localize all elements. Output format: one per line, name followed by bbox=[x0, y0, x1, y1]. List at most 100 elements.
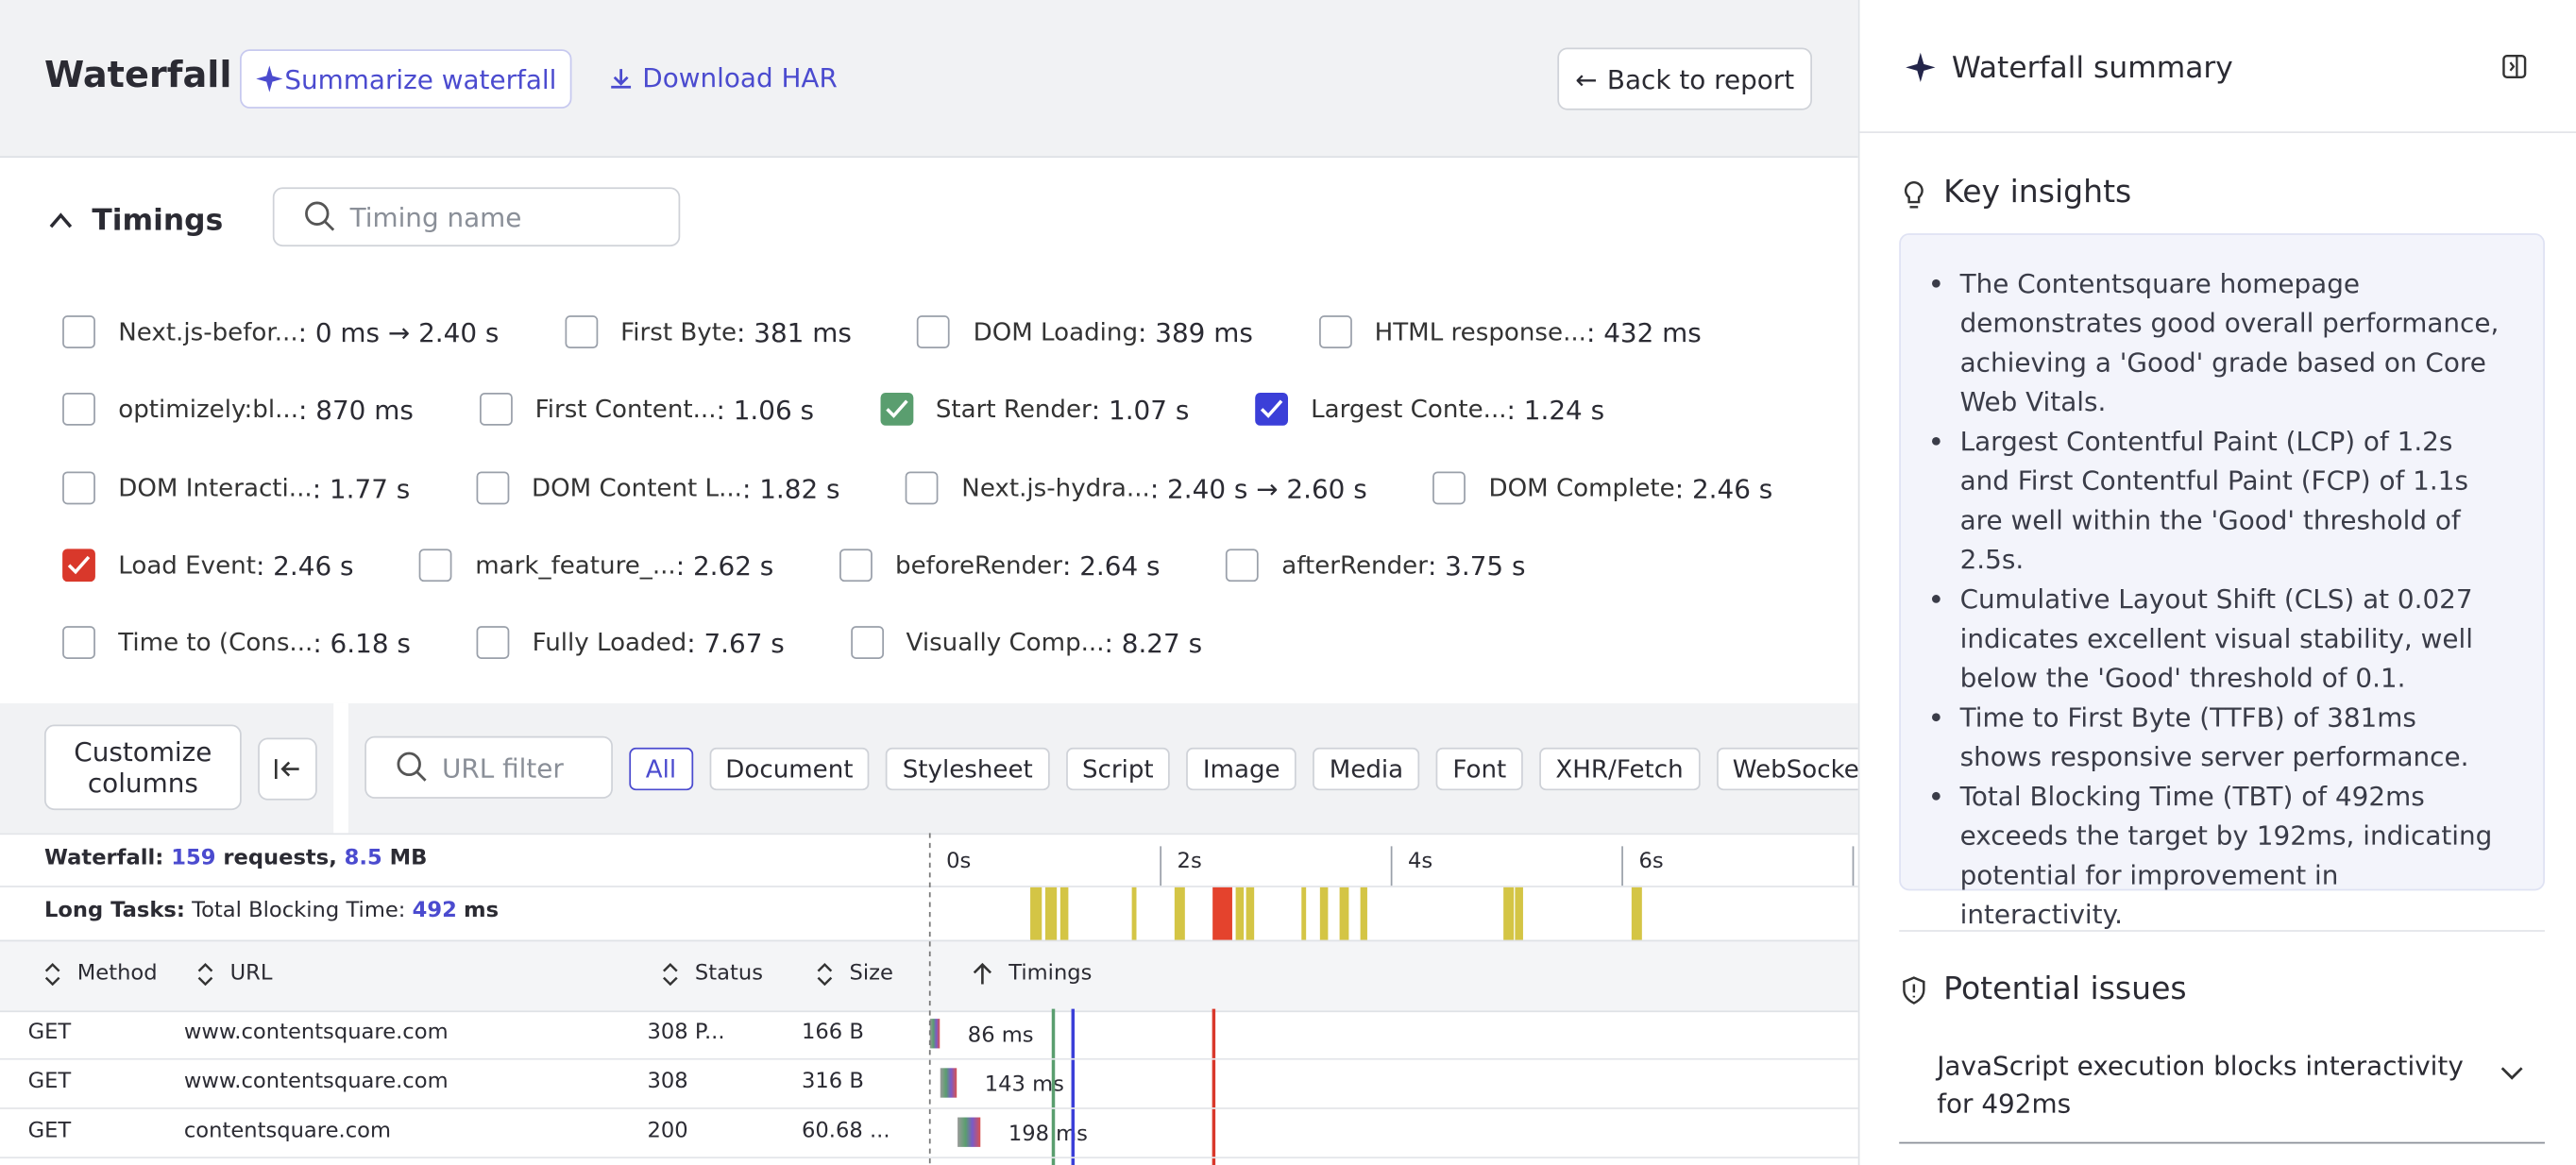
timing-value: : 1.24 s bbox=[1506, 393, 1605, 425]
timing-item: Next.js-hydra...: 2.40 s → 2.60 s bbox=[906, 471, 1367, 505]
cell-url: www.contentsquare.com bbox=[183, 1020, 449, 1045]
checkbox[interactable] bbox=[62, 315, 95, 348]
search-icon bbox=[397, 751, 427, 782]
collapse-columns-button[interactable] bbox=[258, 737, 317, 801]
checkbox[interactable] bbox=[419, 549, 452, 582]
timing-item: Time to (Cons...: 6.18 s bbox=[62, 626, 411, 659]
column-label: Status bbox=[694, 961, 764, 987]
insights-title: Key insights bbox=[1943, 174, 2132, 211]
cell-status: 308 bbox=[647, 1070, 688, 1095]
tbt-value: 492 bbox=[412, 899, 457, 924]
x-tick-label: 6s bbox=[1638, 849, 1663, 873]
insight: Total Blocking Time (TBT) of 492ms excee… bbox=[1960, 777, 2504, 935]
back-button[interactable]: ← Back to report bbox=[1557, 47, 1812, 110]
cell-url: www.contentsquare.com bbox=[183, 1070, 449, 1095]
column-label: URL bbox=[229, 961, 273, 987]
insights-list: The Contentsquare homepage demonstrates … bbox=[1901, 264, 2543, 935]
timing-item: Largest Conte...: 1.24 s bbox=[1254, 392, 1605, 426]
timing-value: : 1.77 s bbox=[312, 472, 411, 504]
long-task bbox=[1360, 886, 1367, 940]
issue-chevron bbox=[2500, 1056, 2523, 1088]
timing-item: HTML response...: 432 ms bbox=[1318, 315, 1702, 348]
checkbox[interactable] bbox=[839, 549, 873, 582]
cell-method: GET bbox=[27, 1020, 72, 1045]
filter-chip[interactable]: XHR/Fetch bbox=[1539, 747, 1701, 791]
timing-search[interactable]: Timing name bbox=[272, 187, 681, 247]
timing-label: DOM Complete bbox=[1488, 473, 1675, 503]
checkbox[interactable] bbox=[475, 471, 509, 505]
timing-value: : 2.64 s bbox=[1061, 549, 1161, 582]
filter-chip[interactable]: Document bbox=[708, 747, 870, 791]
timing-value: : 7.67 s bbox=[686, 627, 785, 659]
checkbox[interactable] bbox=[476, 626, 510, 659]
timing-item: First Content...: 1.06 s bbox=[479, 392, 814, 426]
size-unit: MB bbox=[389, 846, 428, 871]
checkbox[interactable] bbox=[479, 392, 513, 426]
filter-chip[interactable]: Media bbox=[1313, 747, 1420, 791]
checkbox[interactable] bbox=[906, 471, 939, 505]
timing-value: : 2.46 s bbox=[1674, 472, 1773, 504]
cell-method: GET bbox=[27, 1119, 72, 1144]
timing-value: : 870 ms bbox=[298, 393, 414, 425]
timing-item: Load Event: 2.46 s bbox=[62, 549, 354, 582]
row-divider bbox=[0, 1157, 1858, 1159]
timing-item: mark_feature_...: 2.62 s bbox=[419, 549, 773, 582]
timing-label: Start Render bbox=[935, 394, 1092, 425]
timing-value: : 6.18 s bbox=[313, 627, 411, 659]
requests-unit: requests, bbox=[223, 846, 337, 871]
filter-chip[interactable]: All bbox=[629, 747, 693, 791]
filter-chip[interactable]: Script bbox=[1065, 747, 1171, 791]
timing-label: Visually Comp... bbox=[906, 627, 1105, 658]
close-panel-icon[interactable] bbox=[2502, 54, 2527, 79]
timings-title: Timings bbox=[92, 203, 224, 239]
timing-value: : 2.62 s bbox=[675, 549, 774, 582]
column-header[interactable]: Size bbox=[817, 961, 893, 986]
timing-row: Next.js-befor...: 0 ms → 2.40 s First Byt… bbox=[62, 315, 1702, 348]
checkbox[interactable] bbox=[62, 392, 95, 426]
issue-text[interactable]: JavaScript execution blocks interactivit… bbox=[1937, 1050, 2464, 1120]
filter-chip[interactable]: WebSocket bbox=[1716, 747, 1886, 791]
timing-value: : 3.75 s bbox=[1427, 549, 1526, 582]
insight: Time to First Byte (TTFB) of 381ms shows… bbox=[1960, 699, 2504, 778]
column-header[interactable]: Status bbox=[662, 961, 763, 986]
customize-button[interactable]: Customize columns bbox=[43, 724, 242, 811]
request-bar bbox=[940, 1068, 958, 1098]
cell-url: contentsquare.com bbox=[183, 1119, 392, 1144]
back-arrow: ← bbox=[1575, 63, 1598, 95]
long-task bbox=[1631, 886, 1642, 940]
filter-chip[interactable]: Font bbox=[1435, 747, 1523, 791]
download-link[interactable]: Download HAR bbox=[609, 62, 838, 93]
customize-label: Customize columns bbox=[74, 735, 212, 799]
long-task bbox=[1131, 886, 1137, 940]
filter-chip[interactable]: Stylesheet bbox=[886, 747, 1050, 791]
sort-icon bbox=[197, 962, 213, 986]
checkbox[interactable] bbox=[879, 392, 913, 426]
checkbox[interactable] bbox=[62, 549, 95, 582]
filter-chip[interactable]: Image bbox=[1186, 747, 1297, 791]
long-task bbox=[1246, 886, 1255, 940]
checkbox[interactable] bbox=[917, 315, 951, 348]
checkbox[interactable] bbox=[62, 471, 95, 505]
checkbox[interactable] bbox=[1226, 549, 1259, 582]
bulb-icon bbox=[1904, 180, 1924, 209]
url-filter[interactable]: URL filter bbox=[364, 735, 613, 799]
checkbox[interactable] bbox=[565, 315, 598, 348]
page-title: Waterfall bbox=[43, 56, 232, 97]
x-tick-label: 2s bbox=[1178, 849, 1202, 873]
timing-label: mark_feature_... bbox=[475, 550, 676, 581]
checkbox[interactable] bbox=[62, 626, 95, 659]
column-header[interactable]: URL bbox=[197, 961, 273, 987]
checkbox[interactable] bbox=[1254, 392, 1288, 426]
request-bar bbox=[958, 1117, 981, 1147]
timing-label: Load Event bbox=[118, 550, 256, 581]
column-header[interactable]: Timings bbox=[973, 961, 1092, 986]
checkbox[interactable] bbox=[1318, 315, 1352, 348]
insight: Largest Contentful Paint (LCP) of 1.2s a… bbox=[1960, 422, 2504, 580]
checkbox[interactable] bbox=[1432, 471, 1466, 505]
column-header[interactable]: Method bbox=[44, 961, 158, 986]
checkbox[interactable] bbox=[850, 626, 884, 659]
collapse-chevron[interactable] bbox=[47, 209, 74, 231]
timing-item: afterRender: 3.75 s bbox=[1226, 549, 1526, 582]
summarize-button[interactable]: Summarize waterfall bbox=[240, 49, 572, 109]
